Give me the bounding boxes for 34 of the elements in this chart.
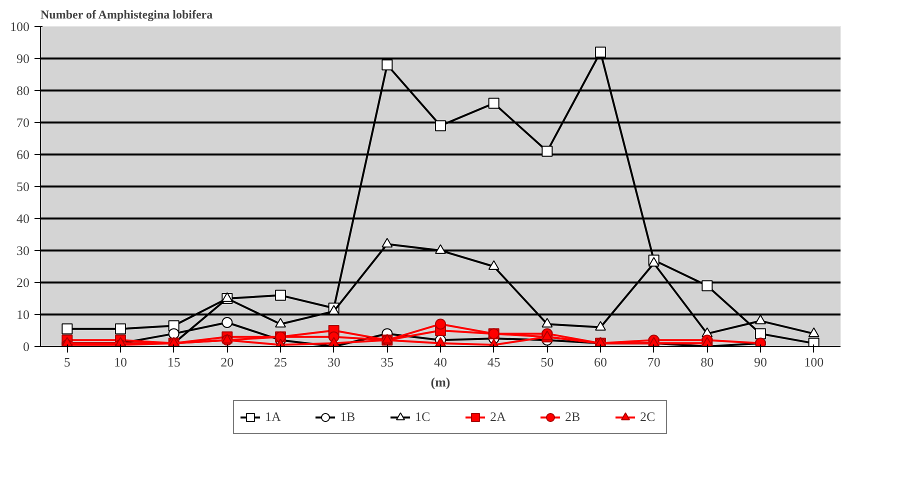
y-tick-label: 80	[16, 83, 30, 98]
y-tick-label: 30	[16, 243, 30, 258]
x-tick-label: 40	[434, 354, 447, 370]
legend-label: 1C	[415, 409, 432, 425]
x-tick-label: 25	[274, 354, 287, 370]
y-tick-label: 0	[23, 339, 30, 354]
y-tick-label: 70	[16, 115, 30, 130]
x-tick-label: 30	[327, 354, 340, 370]
x-tick-label: 5	[64, 354, 70, 370]
x-tick-label: 70	[647, 354, 660, 370]
legend-label: 1A	[265, 409, 282, 425]
x-tick-label: 80	[700, 354, 714, 370]
x-tick-label: 10	[114, 354, 127, 370]
y-tick-label: 10	[16, 307, 30, 322]
y-tick-label: 50	[16, 179, 30, 194]
legend-label: 2A	[490, 409, 507, 425]
x-tick-label: 60	[594, 354, 607, 370]
x-tick-label: 20	[220, 354, 234, 370]
x-tick-label: 90	[754, 354, 767, 370]
x-axis-title: (m)	[430, 374, 450, 390]
y-tick-label: 90	[16, 51, 30, 66]
y-tick-label: 20	[16, 275, 30, 290]
y-axis-title: Number of Amphistegina lobifera	[40, 8, 213, 22]
y-tick-label: 40	[16, 211, 30, 226]
legend-label: 2C	[640, 409, 656, 425]
x-tick-label: 100	[804, 354, 824, 370]
x-tick-label: 15	[167, 354, 180, 370]
x-tick-label: 35	[380, 354, 394, 370]
legend-label: 2B	[565, 409, 582, 425]
x-tick-label: 45	[487, 354, 500, 370]
legend-label: 1B	[340, 409, 356, 425]
x-tick-label: 50	[540, 354, 554, 370]
y-tick-label: 60	[16, 147, 30, 162]
y-tick-label: 100	[10, 19, 30, 34]
